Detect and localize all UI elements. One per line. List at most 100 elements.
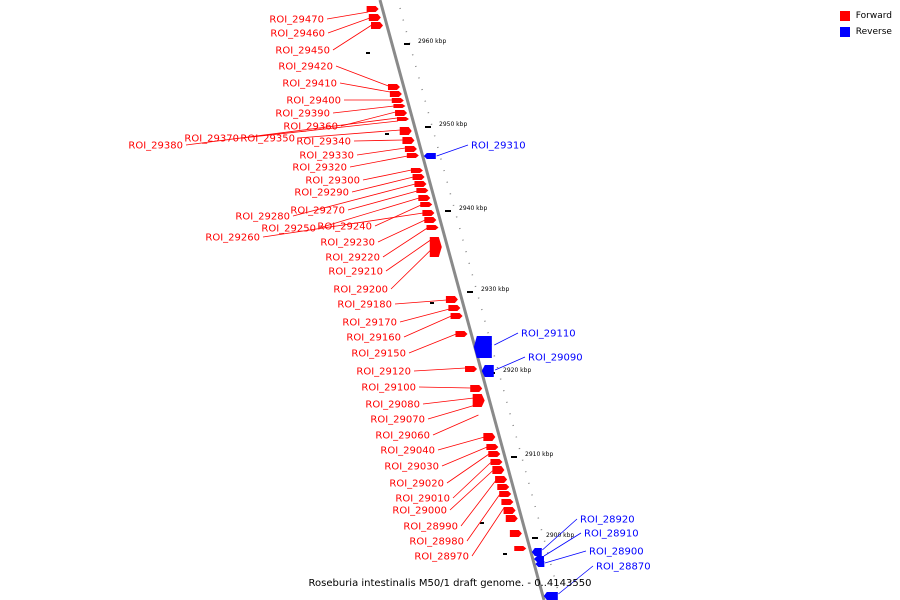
- forward-leader-line: [394, 299, 448, 305]
- forward-gene-label: ROI_29390: [275, 109, 330, 120]
- forward-gene-block: [393, 104, 406, 108]
- reverse-swatch: [839, 27, 850, 37]
- forward-leader-line: [452, 461, 492, 499]
- forward-gene-block: [501, 499, 514, 505]
- forward-leader-line: [399, 308, 450, 323]
- forward-gene-label: ROI_29200: [333, 285, 388, 296]
- forward-gene-block: [395, 110, 408, 116]
- forward-gene-block: [505, 515, 518, 522]
- locus-mark: [366, 52, 370, 54]
- forward-gene-label: ROI_29070: [370, 415, 425, 426]
- forward-gene-label: ROI_29080: [365, 400, 420, 411]
- forward-gene-block: [465, 366, 478, 372]
- forward-gene-label: ROI_29040: [380, 446, 435, 457]
- forward-gene-label: ROI_29000: [392, 506, 447, 517]
- forward-gene-block: [490, 459, 503, 465]
- forward-gene-label: ROI_29330: [299, 151, 354, 162]
- forward-gene-label: ROI_29360: [283, 122, 338, 133]
- reverse-gene-label: ROI_28920: [580, 515, 635, 526]
- forward-gene-block: [391, 98, 404, 103]
- forward-gene-label: ROI_29100: [361, 383, 416, 394]
- scale-label: 2920 kbp: [503, 367, 531, 374]
- scale-label: 2960 kbp: [418, 38, 446, 45]
- forward-gene-block: [495, 476, 508, 483]
- forward-leader-line: [349, 155, 408, 168]
- forward-leader-line: [413, 367, 466, 372]
- forward-gene-label: ROI_29220: [325, 253, 380, 264]
- forward-gene-label: ROI_29320: [292, 163, 347, 174]
- forward-leader-line: [418, 386, 472, 389]
- forward-gene-label: ROI_29160: [346, 333, 401, 344]
- forward-leader-line: [339, 82, 391, 93]
- forward-gene-block: [404, 146, 417, 152]
- reverse-gene-label: ROI_29090: [528, 353, 583, 364]
- reverse-leader-line: [558, 565, 594, 595]
- forward-gene-label: ROI_29290: [294, 188, 349, 199]
- forward-gene-block: [445, 296, 458, 303]
- legend: Forward Reverse: [839, 8, 892, 40]
- forward-gene-label: ROI_29460: [270, 29, 325, 40]
- forward-leader-line: [422, 397, 474, 405]
- forward-gene-label: ROI_29240: [317, 222, 372, 233]
- forward-gene-label: ROI_29270: [290, 206, 345, 217]
- reverse-gene-label: ROI_28900: [589, 547, 644, 558]
- reverse-gene-label: ROI_29310: [471, 141, 526, 152]
- forward-leader-line: [241, 120, 399, 139]
- forward-gene-block: [402, 137, 415, 144]
- forward-gene-label: ROI_29030: [384, 462, 439, 473]
- reverse-gene-block: [543, 592, 558, 600]
- forward-leader-line: [335, 65, 389, 87]
- reverse-gene-label: ROI_28870: [596, 562, 651, 573]
- forward-gene-label: ROI_29370: [184, 134, 239, 145]
- forward-leader-line: [356, 147, 406, 156]
- forward-gene-label: ROI_29400: [286, 96, 341, 107]
- forward-gene-label: ROI_29120: [356, 367, 411, 378]
- scale-label: 2910 kbp: [525, 451, 553, 458]
- map-caption: Roseburia intestinalis M50/1 draft genom…: [308, 578, 592, 589]
- forward-gene-block: [499, 491, 512, 497]
- forward-gene-label: ROI_29340: [296, 137, 351, 148]
- forward-gene-label: ROI_28970: [414, 552, 469, 563]
- forward-gene-block: [472, 394, 485, 407]
- forward-gene-label: ROI_29450: [275, 46, 330, 57]
- forward-leader-line: [446, 453, 490, 484]
- forward-gene-block: [488, 451, 501, 457]
- forward-gene-block: [412, 174, 425, 180]
- forward-leader-line: [297, 129, 401, 139]
- forward-leader-line: [441, 446, 488, 467]
- forward-gene-label: ROI_29410: [282, 79, 337, 90]
- forward-leader-line: [326, 11, 369, 20]
- forward-gene-block: [455, 331, 468, 337]
- forward-gene-block: [406, 153, 419, 158]
- legend-forward: Forward: [839, 8, 892, 24]
- forward-gene-block: [486, 444, 499, 450]
- forward-leader-line: [327, 17, 371, 34]
- forward-gene-label: ROI_28990: [403, 522, 458, 533]
- forward-leader-line: [362, 169, 412, 181]
- forward-gene-block: [410, 168, 423, 173]
- forward-gene-label: ROI_29060: [375, 431, 430, 442]
- forward-leader-line: [262, 212, 424, 238]
- legend-forward-label: Forward: [855, 11, 892, 21]
- forward-leader-line: [466, 493, 501, 542]
- locus-mark: [503, 553, 507, 555]
- forward-leader-line: [185, 117, 398, 146]
- forward-gene-block: [470, 385, 483, 392]
- forward-gene-block: [371, 22, 384, 29]
- forward-gene-block: [389, 91, 402, 97]
- forward-leader-line: [432, 414, 479, 436]
- forward-leader-line: [385, 239, 431, 272]
- forward-leader-line: [292, 183, 416, 217]
- forward-gene-label: ROI_29470: [269, 15, 324, 26]
- forward-leader-line: [382, 227, 428, 258]
- forward-gene-label: ROI_29230: [320, 238, 375, 249]
- forward-gene-label: ROI_29250: [261, 224, 316, 235]
- forward-gene-label: ROI_29020: [389, 479, 444, 490]
- forward-gene-block: [429, 237, 442, 257]
- forward-gene-block: [420, 202, 433, 207]
- forward-gene-label: ROI_29210: [328, 267, 383, 278]
- forward-gene-label: ROI_29350: [240, 134, 295, 145]
- locus-mark: [430, 302, 434, 304]
- reverse-gene-block: [535, 561, 545, 567]
